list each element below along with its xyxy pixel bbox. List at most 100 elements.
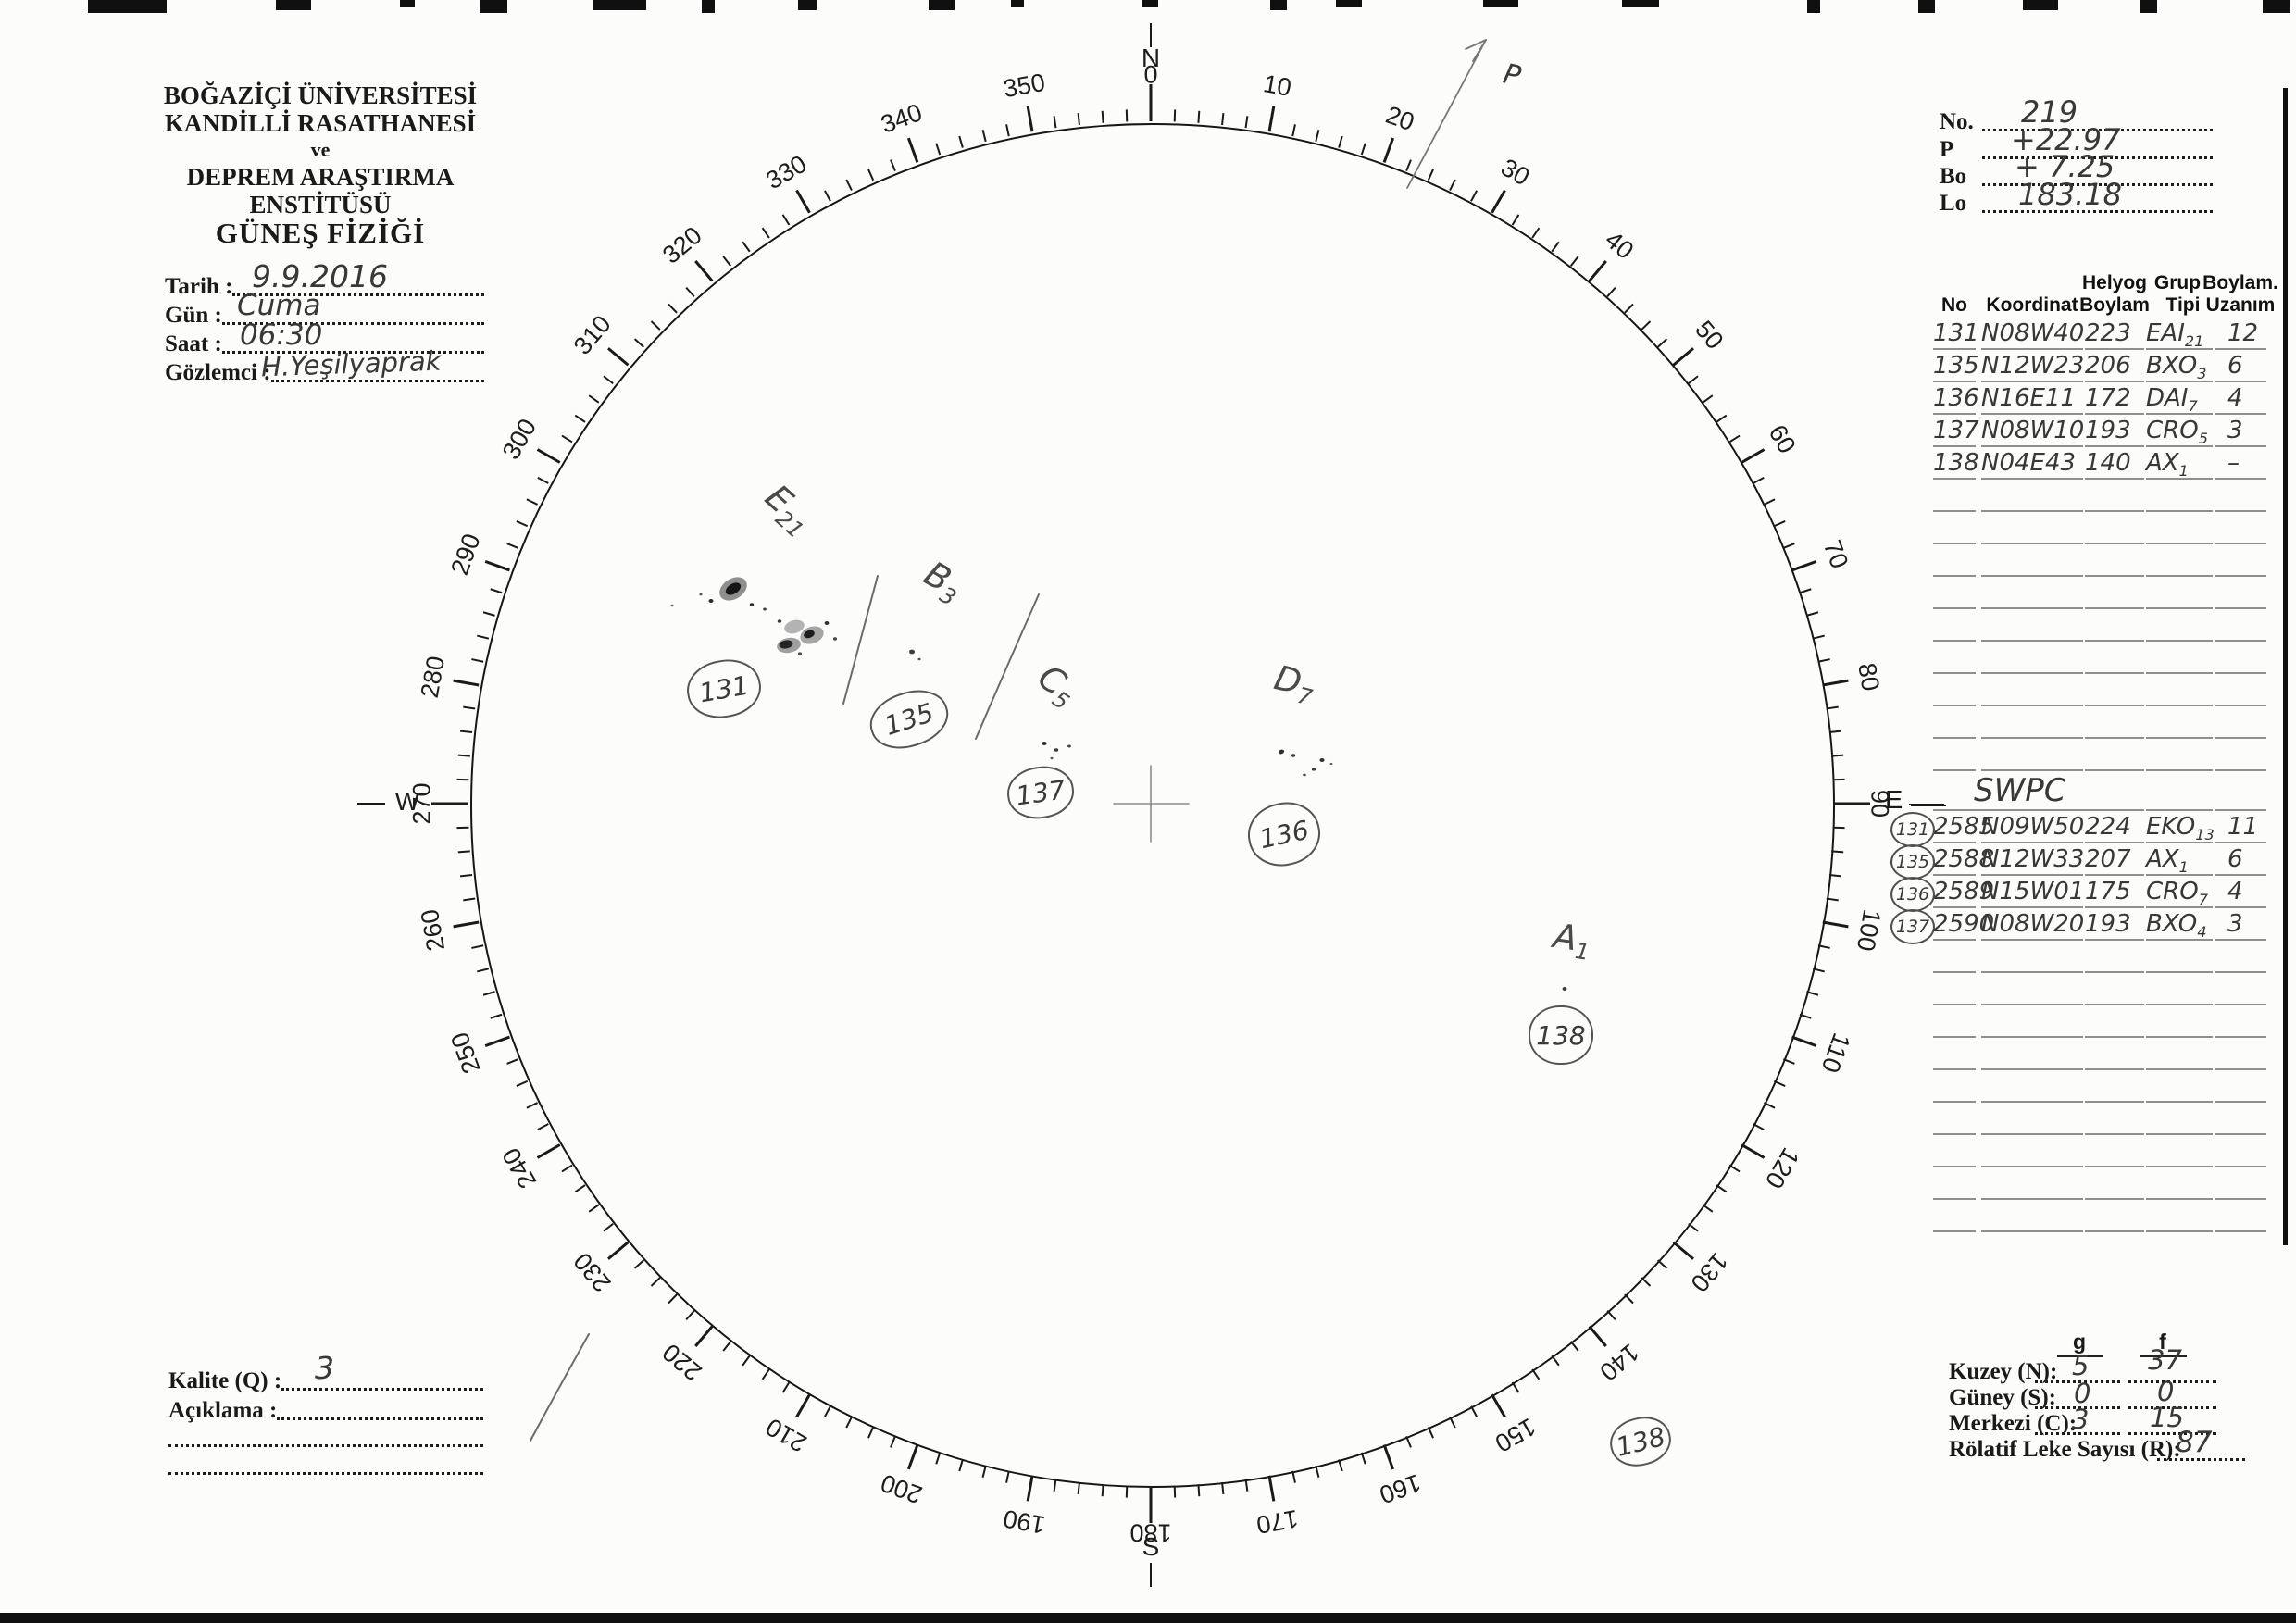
cell-line bbox=[2146, 906, 2213, 908]
west-label: W bbox=[394, 787, 420, 816]
p-value: +22.97 bbox=[2011, 122, 2121, 157]
bo-label: Bo bbox=[1940, 164, 1967, 189]
grup-cell: CRO5 bbox=[2146, 417, 2208, 448]
blank-cell-line bbox=[2215, 640, 2266, 642]
helyog-cell: 175 bbox=[2085, 878, 2131, 905]
bo-field: Bo bbox=[1940, 164, 2213, 190]
dotted-line bbox=[1982, 155, 2213, 159]
blank-cell-line bbox=[2215, 809, 2266, 811]
cell-line bbox=[2085, 445, 2144, 447]
no-cell: 2585 bbox=[1933, 813, 1995, 841]
column-header: Boylam. bbox=[2202, 272, 2278, 293]
blank-cell-line bbox=[1933, 1166, 1976, 1167]
scan-artifact bbox=[1622, 0, 1659, 7]
uzanim-cell: 3 bbox=[2227, 910, 2243, 938]
scan-artifact bbox=[0, 1613, 2296, 1623]
north-label: N bbox=[1141, 44, 1161, 72]
blank-cell-line bbox=[1981, 1230, 2083, 1232]
column-header: Boylam bbox=[2079, 294, 2150, 316]
gun-label: Gün : bbox=[165, 303, 222, 328]
blank-cell-line bbox=[1933, 705, 1976, 706]
cell-line bbox=[2146, 413, 2213, 415]
koordinat-cell: N09W50 bbox=[1981, 813, 2085, 841]
koordinat-cell: N12W33 bbox=[1981, 845, 2085, 873]
scan-artifact bbox=[1918, 0, 1935, 13]
blank-cell-line bbox=[2215, 705, 2266, 706]
cell-line bbox=[2215, 445, 2266, 447]
saat-label: Saat : bbox=[165, 331, 222, 356]
dotted-line bbox=[2128, 1379, 2216, 1383]
column-header: Koordinat bbox=[1986, 294, 2078, 316]
grup-cell: CRO7 bbox=[2146, 878, 2208, 909]
merkezi-label: Merkezi (C): bbox=[1949, 1411, 2078, 1436]
blank-cell-line bbox=[2085, 1230, 2144, 1232]
tarih-value: 9.9.2016 bbox=[252, 258, 388, 294]
dotted-line bbox=[1982, 127, 2213, 131]
blank-cell-line bbox=[2146, 1166, 2213, 1167]
uzanim-cell: 6 bbox=[2227, 352, 2243, 380]
blank-cell-line bbox=[2215, 1230, 2266, 1232]
uzanim-cell: 6 bbox=[2227, 845, 2243, 873]
relative-number-value: 87 bbox=[2176, 1426, 2213, 1459]
scan-artifact bbox=[593, 0, 646, 10]
blank-cell-line bbox=[2146, 510, 2213, 512]
sunspot bbox=[909, 649, 915, 655]
uzanim-cell: 12 bbox=[2227, 319, 2259, 347]
cell-line bbox=[1933, 478, 1976, 480]
tarih-label: Tarih : bbox=[165, 274, 233, 299]
dotted-line bbox=[221, 349, 484, 354]
blank-cell-line bbox=[1933, 510, 1976, 512]
sunspot bbox=[749, 603, 755, 606]
cell-line bbox=[2085, 381, 2144, 382]
sunspot bbox=[824, 621, 830, 625]
g-header-underline bbox=[2057, 1355, 2103, 1357]
cell-line bbox=[1933, 445, 1976, 447]
blank-cell-line bbox=[2215, 1101, 2266, 1103]
blank-cell-line bbox=[2146, 737, 2213, 739]
south-mark bbox=[1150, 1563, 1152, 1587]
blank-cell-line bbox=[2085, 737, 2144, 739]
cell-line bbox=[2146, 348, 2213, 350]
swpc-title: SWPC bbox=[1974, 772, 2066, 809]
koordinat-cell: N08W10 bbox=[1981, 417, 2085, 444]
kuzey-g-value: 5 bbox=[2072, 1350, 2090, 1381]
group-label: A1 bbox=[1551, 916, 1591, 966]
blank-cell-line bbox=[2146, 607, 2213, 609]
sunspot bbox=[1042, 742, 1047, 745]
uzanim-cell: 3 bbox=[2227, 417, 2243, 444]
cell-line bbox=[1981, 842, 2083, 843]
cell-line bbox=[1933, 348, 1976, 350]
blank-cell-line bbox=[2146, 543, 2213, 544]
cell-line bbox=[2146, 939, 2213, 941]
gun-value: Cuma bbox=[237, 289, 321, 322]
blank-cell-line bbox=[1981, 1133, 2083, 1135]
sunspot bbox=[1054, 748, 1059, 752]
pencil-line bbox=[975, 593, 1040, 740]
sunspot bbox=[779, 640, 793, 649]
blank-cell-line bbox=[2085, 1133, 2144, 1135]
blank-cell-line bbox=[1933, 1004, 1976, 1005]
merkezi-g-value: 3 bbox=[2072, 1404, 2090, 1435]
blank-cell-line bbox=[1981, 1068, 2083, 1070]
sunspot bbox=[1050, 756, 1054, 760]
cell-line bbox=[2215, 842, 2266, 843]
blank-cell-line bbox=[2085, 607, 2144, 609]
guney-g-value: 0 bbox=[2074, 1378, 2091, 1409]
blank-cell-line bbox=[1981, 543, 2083, 544]
dotted-line bbox=[2128, 1405, 2216, 1409]
helyog-cell: 193 bbox=[2085, 910, 2131, 938]
p-field: P bbox=[1940, 137, 2213, 163]
kalite-label: Kalite (Q) : bbox=[168, 1368, 282, 1393]
blank-cell-line bbox=[2085, 1004, 2144, 1005]
lo-field: Lo bbox=[1940, 191, 2213, 217]
relative-number-label: Rölatif Leke Sayısı (R): bbox=[1949, 1437, 2181, 1462]
blank-cell-line bbox=[2215, 1198, 2266, 1200]
dotted-line bbox=[221, 320, 484, 325]
helyog-cell: 224 bbox=[2085, 813, 2131, 841]
scan-artifact bbox=[929, 0, 955, 10]
dotted-line bbox=[168, 1442, 483, 1447]
sunspot bbox=[1303, 773, 1306, 777]
dotted-line bbox=[2128, 1430, 2216, 1435]
scan-artifact bbox=[480, 0, 507, 13]
saat-value: 06:30 bbox=[240, 318, 323, 352]
